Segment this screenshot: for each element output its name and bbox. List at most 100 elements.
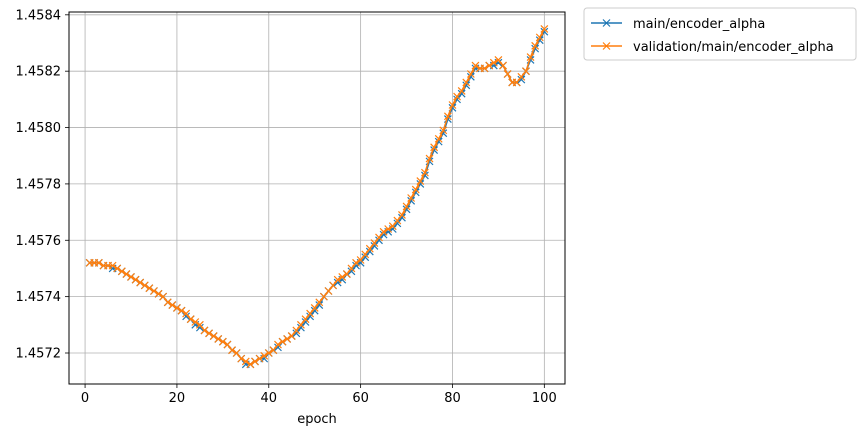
data-point-marker	[315, 301, 324, 310]
data-point-marker	[361, 253, 370, 262]
data-point-marker	[195, 320, 204, 329]
series-layer	[85, 24, 549, 369]
x-axis-label: epoch	[297, 412, 337, 427]
data-point-marker	[163, 298, 172, 307]
data-point-marker	[522, 67, 530, 76]
data-point-marker	[503, 70, 512, 78]
legend-entry-validation-main-encoder-alpha: validation/main/encoder_alpha	[591, 40, 834, 55]
data-point-marker	[517, 75, 526, 84]
data-point-marker	[191, 318, 200, 326]
data-point-marker	[246, 360, 255, 369]
data-point-marker	[324, 287, 333, 295]
legend-label-validation-main-encoder-alpha: validation/main/encoder_alpha	[633, 40, 834, 55]
y-tick-label: 1.4572	[16, 347, 62, 362]
data-point-marker	[333, 275, 342, 284]
y-axis-ticks: 1.4572 1.4574 1.4576 1.4578 1.4580 1.4582 1.45…	[16, 8, 69, 362]
data-point-marker	[223, 340, 232, 349]
data-point-marker	[535, 33, 544, 42]
data-point-marker	[127, 272, 135, 281]
series-main-encoder-alpha	[85, 27, 549, 369]
data-point-marker	[402, 202, 411, 211]
data-point-marker	[489, 58, 498, 67]
x-tick-label: 100	[532, 391, 557, 406]
data-point-marker	[347, 264, 356, 273]
data-point-marker	[237, 354, 246, 363]
data-point-marker	[297, 320, 305, 329]
data-point-marker	[297, 323, 305, 332]
series-line-main-encoder-alpha	[89, 31, 545, 366]
data-point-marker	[499, 61, 507, 70]
data-point-marker	[393, 216, 402, 225]
data-point-marker	[306, 309, 315, 318]
data-point-marker	[379, 230, 388, 239]
data-point-marker	[108, 261, 117, 270]
data-point-marker	[457, 89, 466, 98]
data-point-marker	[494, 55, 503, 64]
data-point-marker	[411, 185, 420, 194]
legend-label-main-encoder-alpha: main/encoder_alpha	[633, 17, 765, 32]
x-tick-label: 80	[444, 391, 461, 406]
data-point-marker	[122, 270, 131, 279]
data-point-marker	[485, 61, 494, 70]
data-point-marker	[471, 61, 480, 70]
data-point-marker	[186, 315, 195, 324]
data-point-marker	[439, 126, 448, 135]
data-point-marker	[218, 337, 227, 346]
legend-marker-glyph	[602, 42, 611, 50]
data-point-marker	[448, 101, 457, 109]
data-point-marker	[379, 227, 388, 236]
data-point-marker	[274, 343, 282, 352]
data-point-marker	[462, 78, 471, 87]
series-validation-main-encoder-alpha	[85, 24, 549, 369]
data-point-marker	[278, 337, 287, 346]
data-point-marker	[292, 329, 301, 338]
data-point-marker	[154, 289, 163, 298]
data-point-marker	[338, 272, 347, 281]
data-point-marker	[264, 349, 273, 357]
y-tick-label: 1.4576	[16, 234, 62, 249]
y-tick-label: 1.4582	[16, 65, 62, 80]
data-point-marker	[356, 256, 365, 264]
data-point-marker	[425, 154, 434, 163]
series-line-validation-main-encoder-alpha	[89, 28, 545, 366]
data-point-marker	[393, 219, 402, 228]
plot-area-frame	[68, 11, 566, 385]
data-point-marker	[269, 346, 278, 355]
data-point-marker	[117, 267, 126, 276]
data-point-marker	[361, 250, 370, 259]
legend-frame	[583, 7, 857, 61]
data-point-marker	[375, 236, 383, 245]
grid-lines	[69, 12, 565, 384]
legend-marker-glyph	[602, 19, 611, 27]
data-point-marker	[200, 326, 209, 335]
data-point-marker	[398, 213, 406, 222]
data-point-marker	[365, 244, 374, 253]
data-point-marker	[333, 278, 342, 287]
data-point-marker	[168, 301, 177, 310]
data-point-marker	[453, 92, 461, 101]
y-tick-label: 1.4584	[16, 8, 62, 23]
x-tick-label: 60	[352, 391, 369, 406]
data-point-marker	[113, 264, 122, 273]
x-tick-label: 0	[81, 391, 89, 406]
data-point-marker	[182, 309, 191, 318]
data-point-marker	[512, 78, 521, 87]
data-point-marker	[292, 326, 301, 335]
x-axis-ticks: 0 20 40 60 80 100	[81, 384, 557, 406]
data-point-marker	[526, 53, 535, 62]
data-point-marker	[131, 275, 140, 284]
data-point-marker	[443, 112, 452, 121]
data-point-marker	[159, 292, 168, 301]
data-point-marker	[375, 233, 383, 242]
data-point-marker	[214, 334, 223, 343]
data-point-marker	[480, 64, 489, 73]
data-point-marker	[388, 222, 397, 231]
legend-marker-validation-main-encoder-alpha	[602, 42, 611, 50]
data-point-marker	[434, 134, 443, 143]
data-point-marker	[150, 287, 158, 295]
data-point-marker	[398, 210, 406, 219]
data-point-marker	[251, 357, 259, 366]
data-point-marker	[329, 281, 337, 290]
data-point-marker	[145, 284, 154, 293]
